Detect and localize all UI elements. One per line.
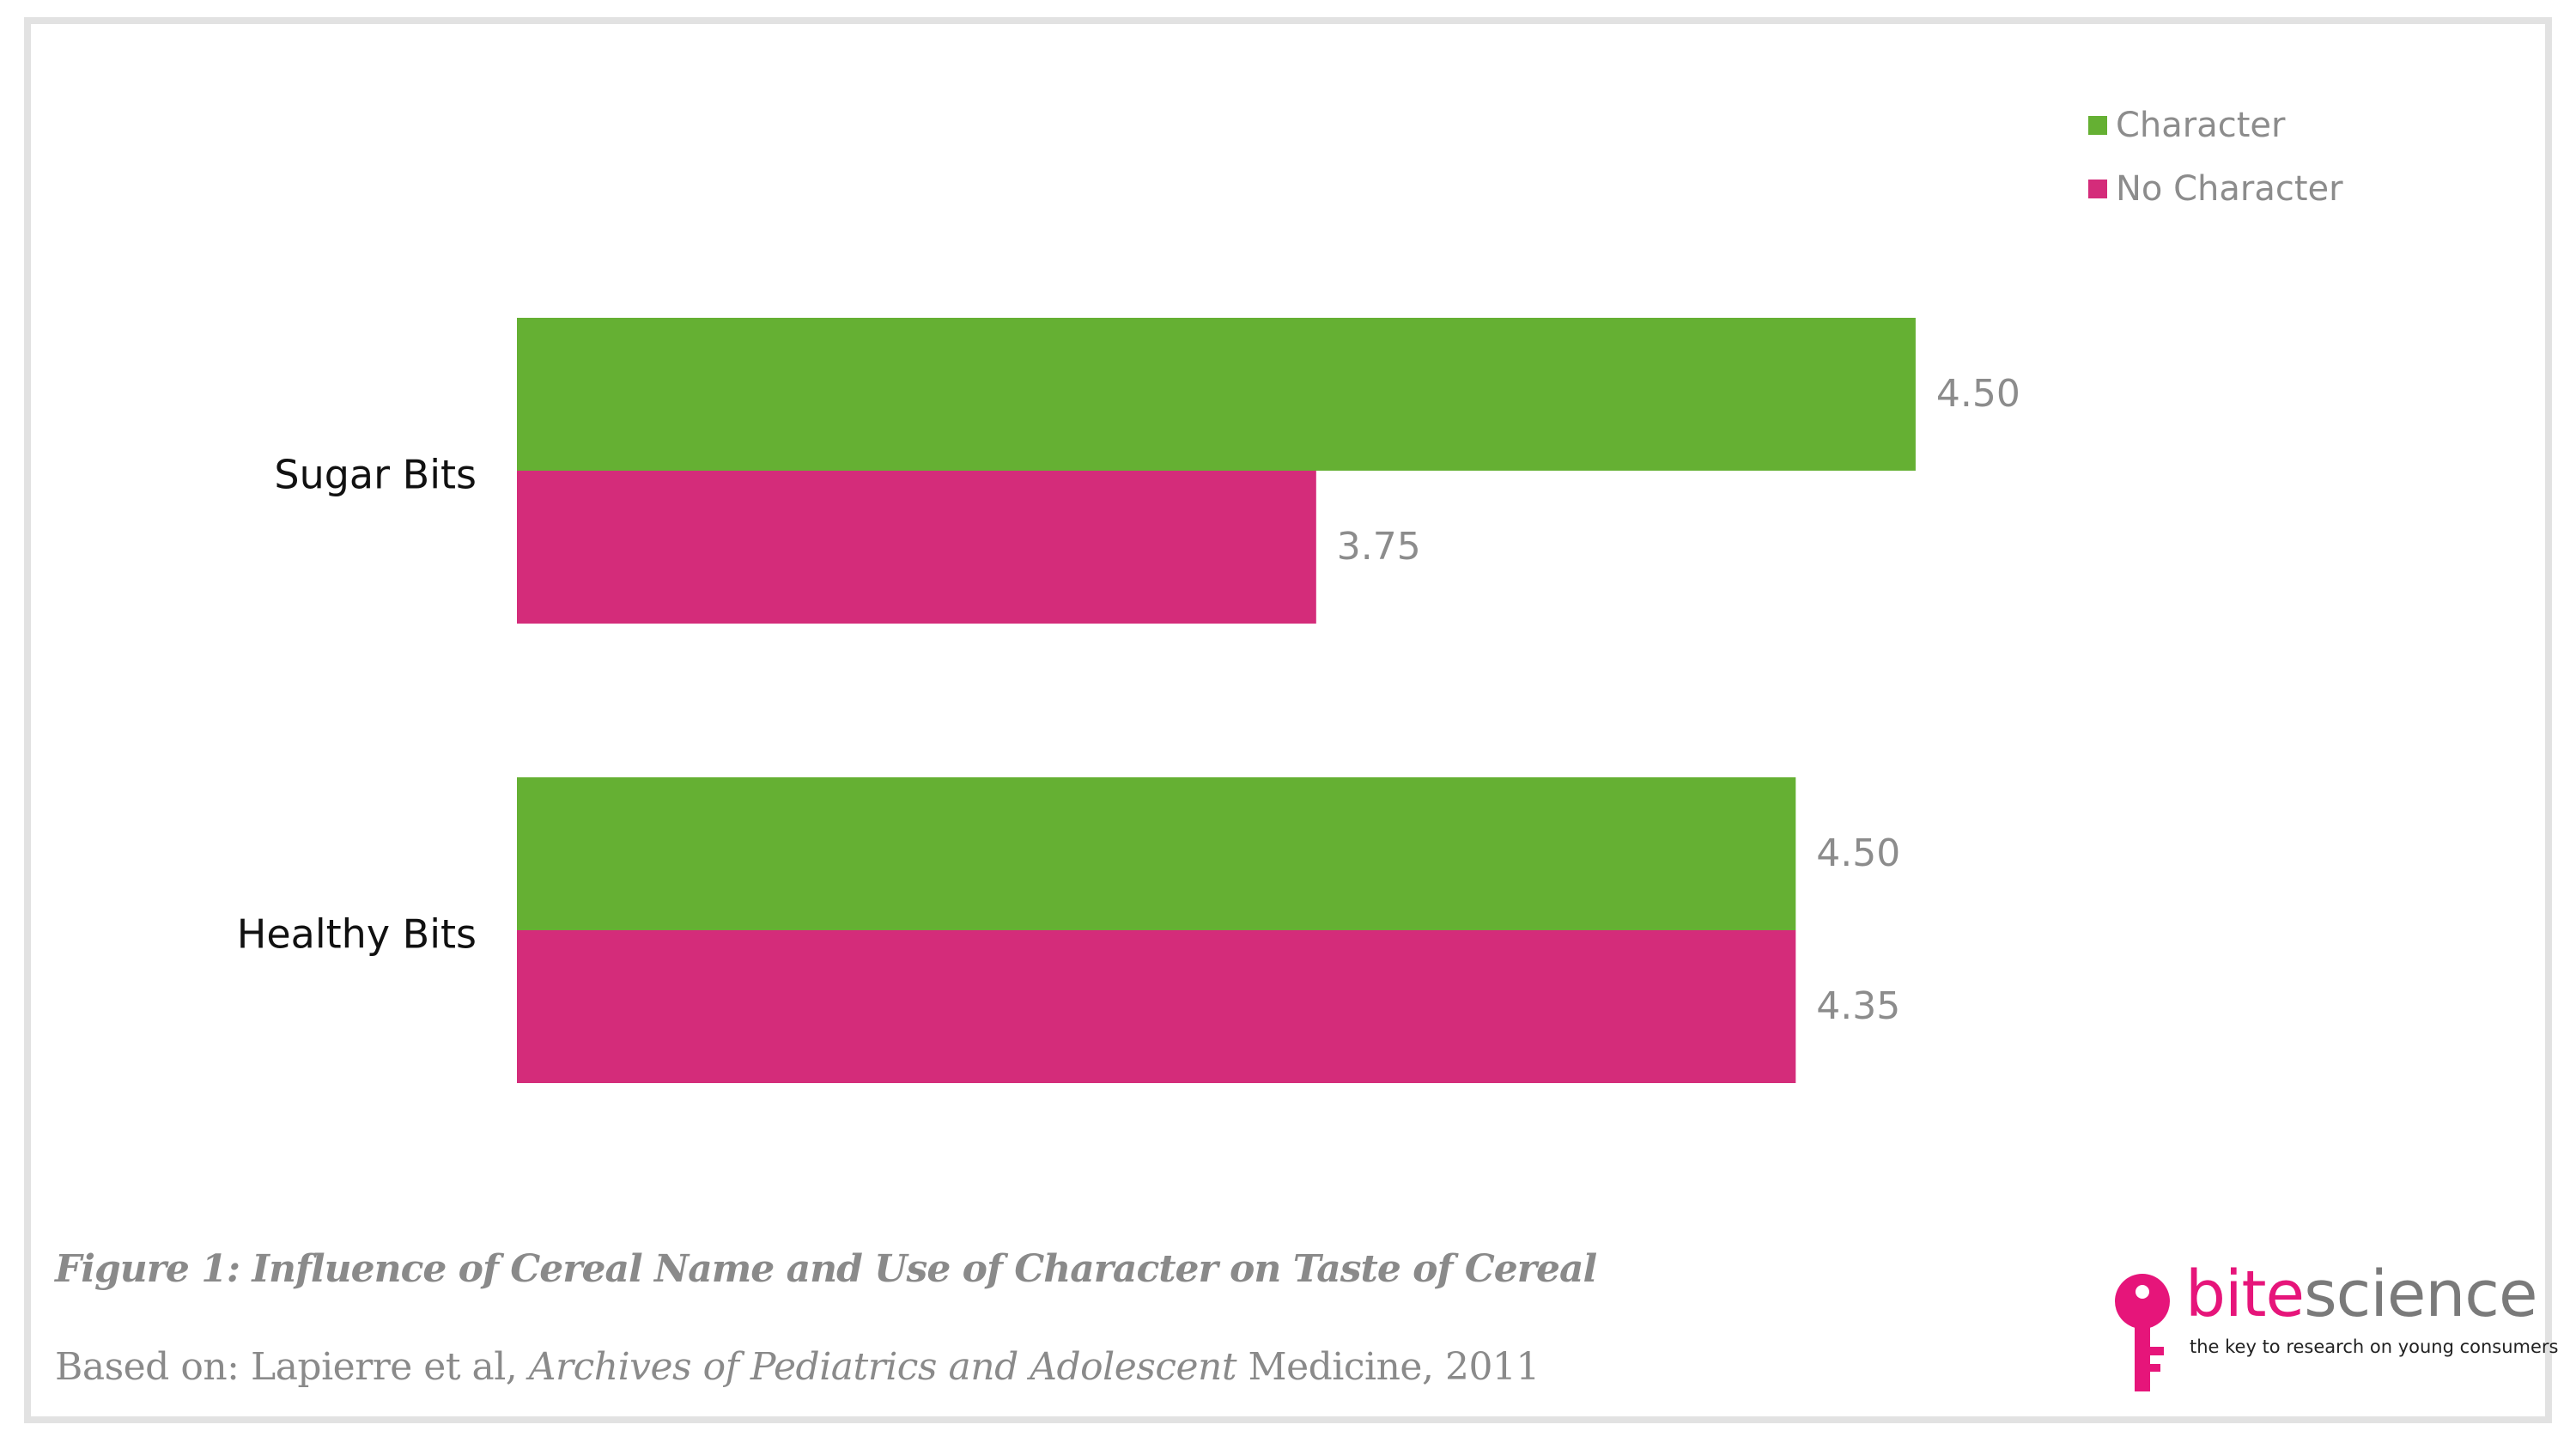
figure-caption: Figure 1: Influence of Cereal Name and U… [55, 1247, 1597, 1291]
logo-wordmark: bitescience [2185, 1257, 2538, 1331]
logo-tagline: the key to research on young consumers [2190, 1336, 2559, 1357]
source-citation: Based on: Lapierre et al, Archives of Pe… [55, 1345, 1540, 1389]
bar [517, 318, 1916, 471]
data-label: 4.50 [1936, 372, 2020, 416]
data-label: 4.50 [1816, 831, 1900, 875]
bitescience-logo: bitescience the key to research on young… [2112, 1257, 2559, 1398]
key-icon [2115, 1274, 2170, 1391]
source-journal: Archives of Pediatrics and Adolescent [528, 1345, 1237, 1389]
bar-chart: Sugar Bits 4.50 3.75 Healthy Bits 4.50 4.35 Ch… [237, 106, 2343, 1083]
figure-frame [24, 17, 2552, 1423]
bar [517, 777, 1796, 930]
source-suffix: Medicine, 2011 [1236, 1345, 1540, 1389]
legend-swatch [2088, 116, 2107, 135]
data-label: 3.75 [1337, 525, 1421, 569]
source-prefix: Based on: Lapierre et al, [55, 1345, 529, 1389]
legend-label: Character [2116, 106, 2286, 145]
category-label: Healthy Bits [237, 911, 477, 958]
category-label: Sugar Bits [274, 452, 477, 498]
logo-science: science [2304, 1257, 2537, 1331]
bar [517, 930, 1796, 1083]
data-label: 4.35 [1816, 984, 1900, 1028]
bar [517, 471, 1316, 624]
logo-bite: bite [2185, 1257, 2305, 1331]
legend-swatch [2088, 180, 2107, 198]
legend-label: No Character [2116, 169, 2343, 209]
